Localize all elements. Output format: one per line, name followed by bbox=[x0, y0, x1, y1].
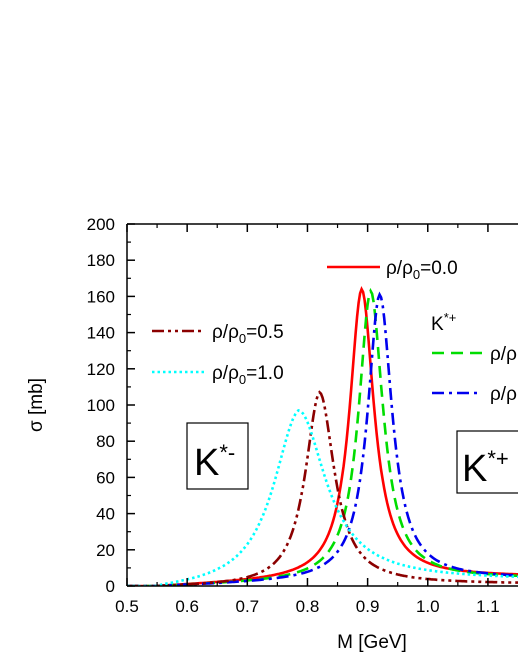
x-tick-label: 0.9 bbox=[356, 597, 380, 616]
y-axis-title: σ [mb] bbox=[26, 378, 47, 432]
y-tick-label: 120 bbox=[87, 360, 115, 379]
legend: ρ/ρ0=0.0 ρ/ρ ρ/ρ ρ/ρ0=0.5 ρ/ρ0=1.0 K*+ bbox=[152, 258, 517, 405]
y-tick-label: 180 bbox=[87, 251, 115, 270]
legend-label-0: ρ/ρ0=0.0 bbox=[386, 258, 458, 282]
y-tick-label: 160 bbox=[87, 287, 115, 306]
series-line-3 bbox=[127, 390, 518, 586]
k-plus-box bbox=[456, 430, 518, 494]
y-tick-label: 20 bbox=[96, 541, 115, 560]
axes: 0.5 0.6 0.7 0.8 0.9 1.0 1.1 0 20 40 60 80 100 120 140 1… bbox=[87, 215, 518, 616]
annotations: K*- K*+ bbox=[186, 422, 518, 494]
x-tick-label: 0.7 bbox=[235, 597, 259, 616]
y-tick-label: 200 bbox=[87, 215, 115, 234]
y-tick-label: 100 bbox=[87, 396, 115, 415]
y-tick-label: 60 bbox=[96, 468, 115, 487]
series-line-4 bbox=[127, 408, 518, 586]
x-axis-title: M [GeV] bbox=[337, 632, 407, 653]
x-tick-label: 0.5 bbox=[115, 597, 139, 616]
legend-label-1: ρ/ρ bbox=[490, 344, 517, 365]
x-tick-label: 1.1 bbox=[476, 597, 500, 616]
y-tick-label: 140 bbox=[87, 324, 115, 343]
legend-label-4: ρ/ρ0=1.0 bbox=[212, 363, 284, 387]
k-plus-label: K*+ bbox=[462, 446, 509, 490]
x-tick-label: 0.8 bbox=[296, 597, 320, 616]
legend-label-3: ρ/ρ0=0.5 bbox=[212, 322, 284, 346]
k-minus-label: K*- bbox=[194, 440, 235, 484]
x-tick-label: 1.0 bbox=[416, 597, 440, 616]
series-line-2 bbox=[127, 291, 518, 586]
x-tick-label: 0.6 bbox=[175, 597, 199, 616]
y-tick-label: 0 bbox=[106, 577, 115, 596]
y-tick-label: 80 bbox=[96, 432, 115, 451]
legend-label-2: ρ/ρ bbox=[490, 384, 517, 405]
k-minus-box bbox=[186, 422, 249, 490]
plot-area bbox=[127, 286, 518, 586]
legend-header: K*+ bbox=[431, 310, 456, 335]
y-tick-label: 40 bbox=[96, 505, 115, 524]
